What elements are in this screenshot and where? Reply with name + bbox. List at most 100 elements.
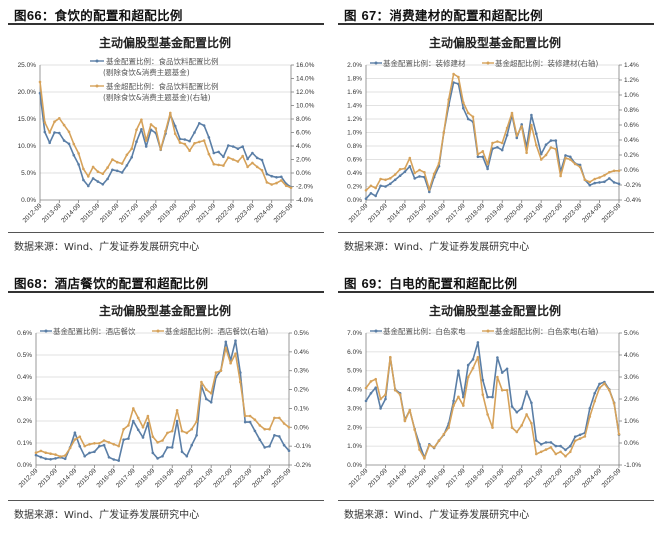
x-axis-tick: 2012-09 [348, 467, 370, 489]
figure-prefix: 图 [14, 276, 27, 291]
right-axis-tick: 0.3% [294, 368, 309, 375]
x-axis-tick: 2022-09 [215, 202, 237, 224]
left-axis-tick: 7.0% [347, 330, 362, 337]
title-divider [338, 291, 654, 293]
left-axis-tick: 25.0% [18, 62, 37, 69]
figure-title: 图66：食饮的配置和超配比例 [14, 5, 183, 24]
left-axis-tick: 0.0% [17, 462, 32, 469]
x-axis-tick: 2012-09 [348, 202, 370, 224]
x-axis-tick: 2019-09 [484, 202, 506, 224]
source-note: 数据来源：Wind、广发证券发展研究中心 [14, 510, 200, 521]
x-axis-tick: 2017-09 [118, 202, 140, 224]
figure-number: 67 [361, 8, 377, 23]
right-axis-tick: 0.0% [294, 424, 309, 431]
right-axis-tick: -0.2% [294, 462, 311, 469]
chart-title: 主动偏股型基金配置比例 [428, 304, 561, 318]
figure-panel-67: 图 67：消费建材的配置和超配比例 主动偏股型基金配置比例 数据来源：Wind、… [330, 0, 660, 268]
x-axis-tick: 2013-09 [367, 202, 389, 224]
x-axis-tick: 2016-09 [95, 467, 117, 489]
x-axis-tick: 2017-09 [115, 467, 137, 489]
left-axis-tick: 4.0% [347, 387, 362, 394]
figure-panel-66: 图66：食饮的配置和超配比例 主动偏股型基金配置比例 数据来源：Wind、广发证… [0, 0, 330, 268]
figure-prefix: 图 [344, 8, 362, 23]
legend-label: (剔除食饮&消费主题基金) [103, 67, 190, 77]
source-divider [338, 232, 654, 233]
left-axis-tick: 0.0% [347, 197, 362, 204]
x-axis-tick: 2014-09 [60, 202, 82, 224]
left-axis-tick: 5.0% [347, 368, 362, 375]
right-axis-tick: 0.4% [294, 349, 309, 356]
x-axis-tick: 2025-09 [271, 467, 293, 489]
left-axis-tick: 5.0% [21, 170, 36, 177]
left-axis-tick: 1.0% [347, 130, 362, 137]
right-axis-tick: 12.0% [296, 89, 315, 96]
legend-label: 基金配置比例：装修建材 [383, 58, 466, 68]
x-axis-tick: 2016-09 [425, 467, 447, 489]
line-chart: 0.0% 1.0% 2.0% 3.0% 4.0% 5.0% 6.0% 7.0% -1.0% 0.0… [347, 326, 641, 489]
right-axis-tick: 0.4% [624, 137, 639, 144]
x-axis-tick: 2017-09 [445, 467, 467, 489]
right-axis-tick: 2.0% [624, 396, 639, 403]
figure-number: 68 [26, 276, 42, 291]
x-axis-tick: 2017-09 [445, 202, 467, 224]
x-axis-tick: 2024-09 [253, 202, 275, 224]
left-axis-tick: 0.6% [17, 330, 32, 337]
figure-title: 图68：酒店餐饮的配置和超配比例 [14, 273, 208, 292]
legend-label: 基金超配比例：酒店餐饮(右轴) [165, 326, 268, 336]
series-line-0 [365, 341, 620, 459]
x-axis-tick: 2014-09 [387, 202, 409, 224]
x-axis-tick: 2023-09 [562, 467, 584, 489]
legend: 基金配置比例：装修建材 基金超配比例：装修建材(右轴) [370, 58, 598, 68]
figure-number: 69 [361, 276, 377, 291]
legend-label: 基金配置比例：酒店餐饮 [53, 326, 136, 336]
right-axis-tick: 2.0% [296, 157, 311, 164]
figure-caption: ：白电的配置和超配比例 [376, 276, 518, 291]
title-divider [338, 23, 654, 25]
x-axis-tick: 2015-09 [80, 202, 102, 224]
left-axis-tick: 1.2% [347, 116, 362, 123]
legend-label: 基金配置比例：食品饮料配置比例 [106, 56, 219, 66]
right-axis-tick: 1.0% [624, 418, 639, 425]
line-chart: 0.0% 0.1% 0.2% 0.3% 0.4% 0.5% 0.6% -0.2% -0.1% 0.… [17, 326, 311, 489]
right-axis-tick: 0.5% [294, 330, 309, 337]
figure-panel-68: 图68：酒店餐饮的配置和超配比例 主动偏股型基金配置比例 数据来源：Wind、广… [0, 268, 330, 536]
left-axis-tick: 0.4% [17, 374, 32, 381]
title-divider [8, 291, 324, 293]
source-note: 数据来源：Wind、广发证券发展研究中心 [344, 242, 530, 253]
x-axis-tick: 2024-09 [251, 467, 273, 489]
right-axis-tick: 14.0% [296, 76, 315, 83]
right-axis-tick: -2.0% [296, 184, 313, 191]
left-axis-tick: 0.0% [21, 197, 36, 204]
right-axis-tick: -0.1% [294, 443, 311, 450]
left-axis-tick: 0.5% [17, 352, 32, 359]
left-axis-tick: 1.8% [347, 76, 362, 83]
right-axis-tick: 8.0% [296, 116, 311, 123]
chart-title: 主动偏股型基金配置比例 [98, 36, 231, 50]
left-axis-tick: 0.4% [347, 170, 362, 177]
figure-title: 图 67：消费建材的配置和超配比例 [344, 5, 543, 24]
x-axis-tick: 2023-09 [232, 467, 254, 489]
x-axis-tick: 2013-09 [367, 467, 389, 489]
line-chart: 0.0% 5.0% 10.0% 15.0% 20.0% 25.0% -4.0% -2.0% 0.… [18, 56, 315, 224]
x-axis-tick: 2016-09 [425, 202, 447, 224]
right-axis-tick: 1.2% [624, 77, 639, 84]
x-axis-tick: 2025-09 [273, 202, 295, 224]
x-axis-tick: 2025-09 [601, 467, 623, 489]
x-axis-tick: 2020-09 [173, 467, 195, 489]
line-chart: 0.0% 0.2% 0.4% 0.6% 0.8% 1.0% 1.2% 1.4% 1.6% 1.8%… [347, 58, 641, 224]
figure-number: 66 [26, 8, 42, 23]
left-axis-tick: 1.6% [347, 89, 362, 96]
right-axis-tick: 1.0% [624, 92, 639, 99]
x-axis-tick: 2024-09 [581, 467, 603, 489]
left-axis-tick: 2.0% [347, 424, 362, 431]
legend-label: 基金超配比例：食品饮料配置比例 [106, 81, 219, 91]
right-axis-tick: -4.0% [296, 197, 313, 204]
figure-caption: ：酒店餐饮的配置和超配比例 [41, 276, 209, 291]
x-axis-tick: 2015-09 [406, 467, 428, 489]
left-axis-tick: 1.0% [347, 443, 362, 450]
x-axis-tick: 2013-09 [41, 202, 63, 224]
right-axis-tick: 1.4% [624, 62, 639, 69]
series-line-1 [365, 356, 620, 460]
x-axis-tick: 2022-09 [542, 467, 564, 489]
x-axis-tick: 2022-09 [542, 202, 564, 224]
